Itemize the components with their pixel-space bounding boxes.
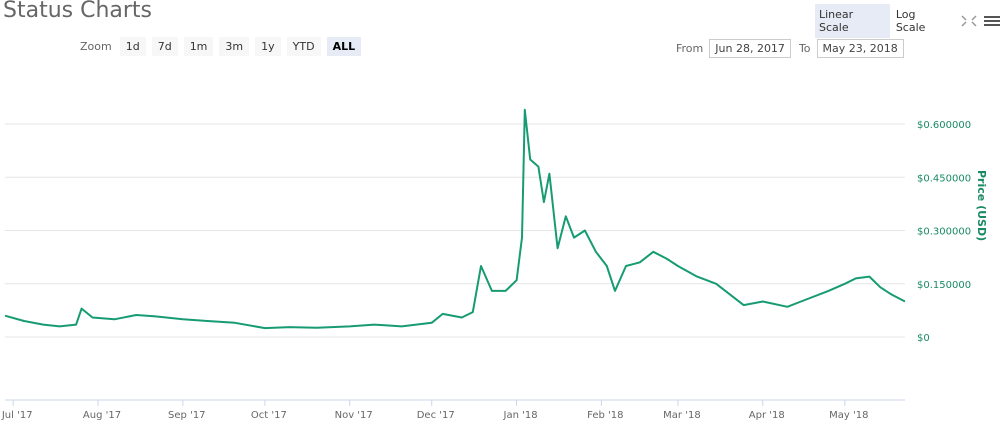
menu-icon[interactable] (984, 14, 1000, 28)
x-tick-label: May '18 (829, 410, 868, 421)
y-tick-label: $0.150000 (917, 280, 971, 291)
zoom-button-ytd[interactable]: YTD (286, 37, 321, 56)
y-tick-label: $0.600000 (917, 120, 971, 131)
page-title: Status Charts (3, 0, 153, 23)
x-tick-label: Feb '18 (587, 410, 623, 421)
zoom-button-all[interactable]: ALL (326, 37, 362, 56)
x-tick-label: Aug '17 (83, 410, 121, 421)
from-date-input[interactable]: Jun 28, 2017 (709, 39, 791, 58)
x-tick-label: Oct '17 (251, 410, 287, 421)
price-line (4, 108, 906, 330)
linear-scale-button[interactable]: Linear Scale (815, 4, 890, 38)
date-range: From Jun 28, 2017 To May 23, 2018 (676, 39, 912, 58)
from-label: From (676, 42, 704, 55)
zoom-button-1m[interactable]: 1m (183, 37, 214, 56)
zoom-button-3m[interactable]: 3m (219, 37, 250, 56)
y-tick-label: $0 (917, 333, 930, 344)
x-tick-label: Dec '17 (417, 410, 455, 421)
x-tick-label: Jan '18 (503, 410, 538, 421)
y-tick-label: $0.300000 (917, 227, 971, 238)
zoom-label: Zoom (80, 40, 112, 53)
zoom-controls: Zoom 1d 7d 1m 3m 1y YTD ALL (80, 37, 367, 56)
y-tick-label: $0.450000 (917, 173, 971, 184)
x-tick-label: Sep '17 (168, 410, 206, 421)
log-scale-button[interactable]: Log Scale (895, 8, 926, 34)
scale-controls: Linear Scale Log Scale (815, 4, 1000, 38)
zoom-button-1d[interactable]: 1d (119, 37, 146, 56)
x-tick-label: Jul '17 (1, 410, 33, 421)
to-label: To (798, 42, 811, 55)
fullscreen-icon[interactable] (960, 14, 978, 28)
x-tick-label: Apr '18 (749, 410, 785, 421)
to-date-input[interactable]: May 23, 2018 (816, 39, 904, 58)
zoom-button-7d[interactable]: 7d (151, 37, 178, 56)
x-tick-label: Nov '17 (335, 410, 373, 421)
y-axis-label: Price (USD) (975, 170, 988, 241)
zoom-button-1y[interactable]: 1y (255, 37, 281, 56)
x-tick-label: Mar '18 (663, 410, 701, 421)
